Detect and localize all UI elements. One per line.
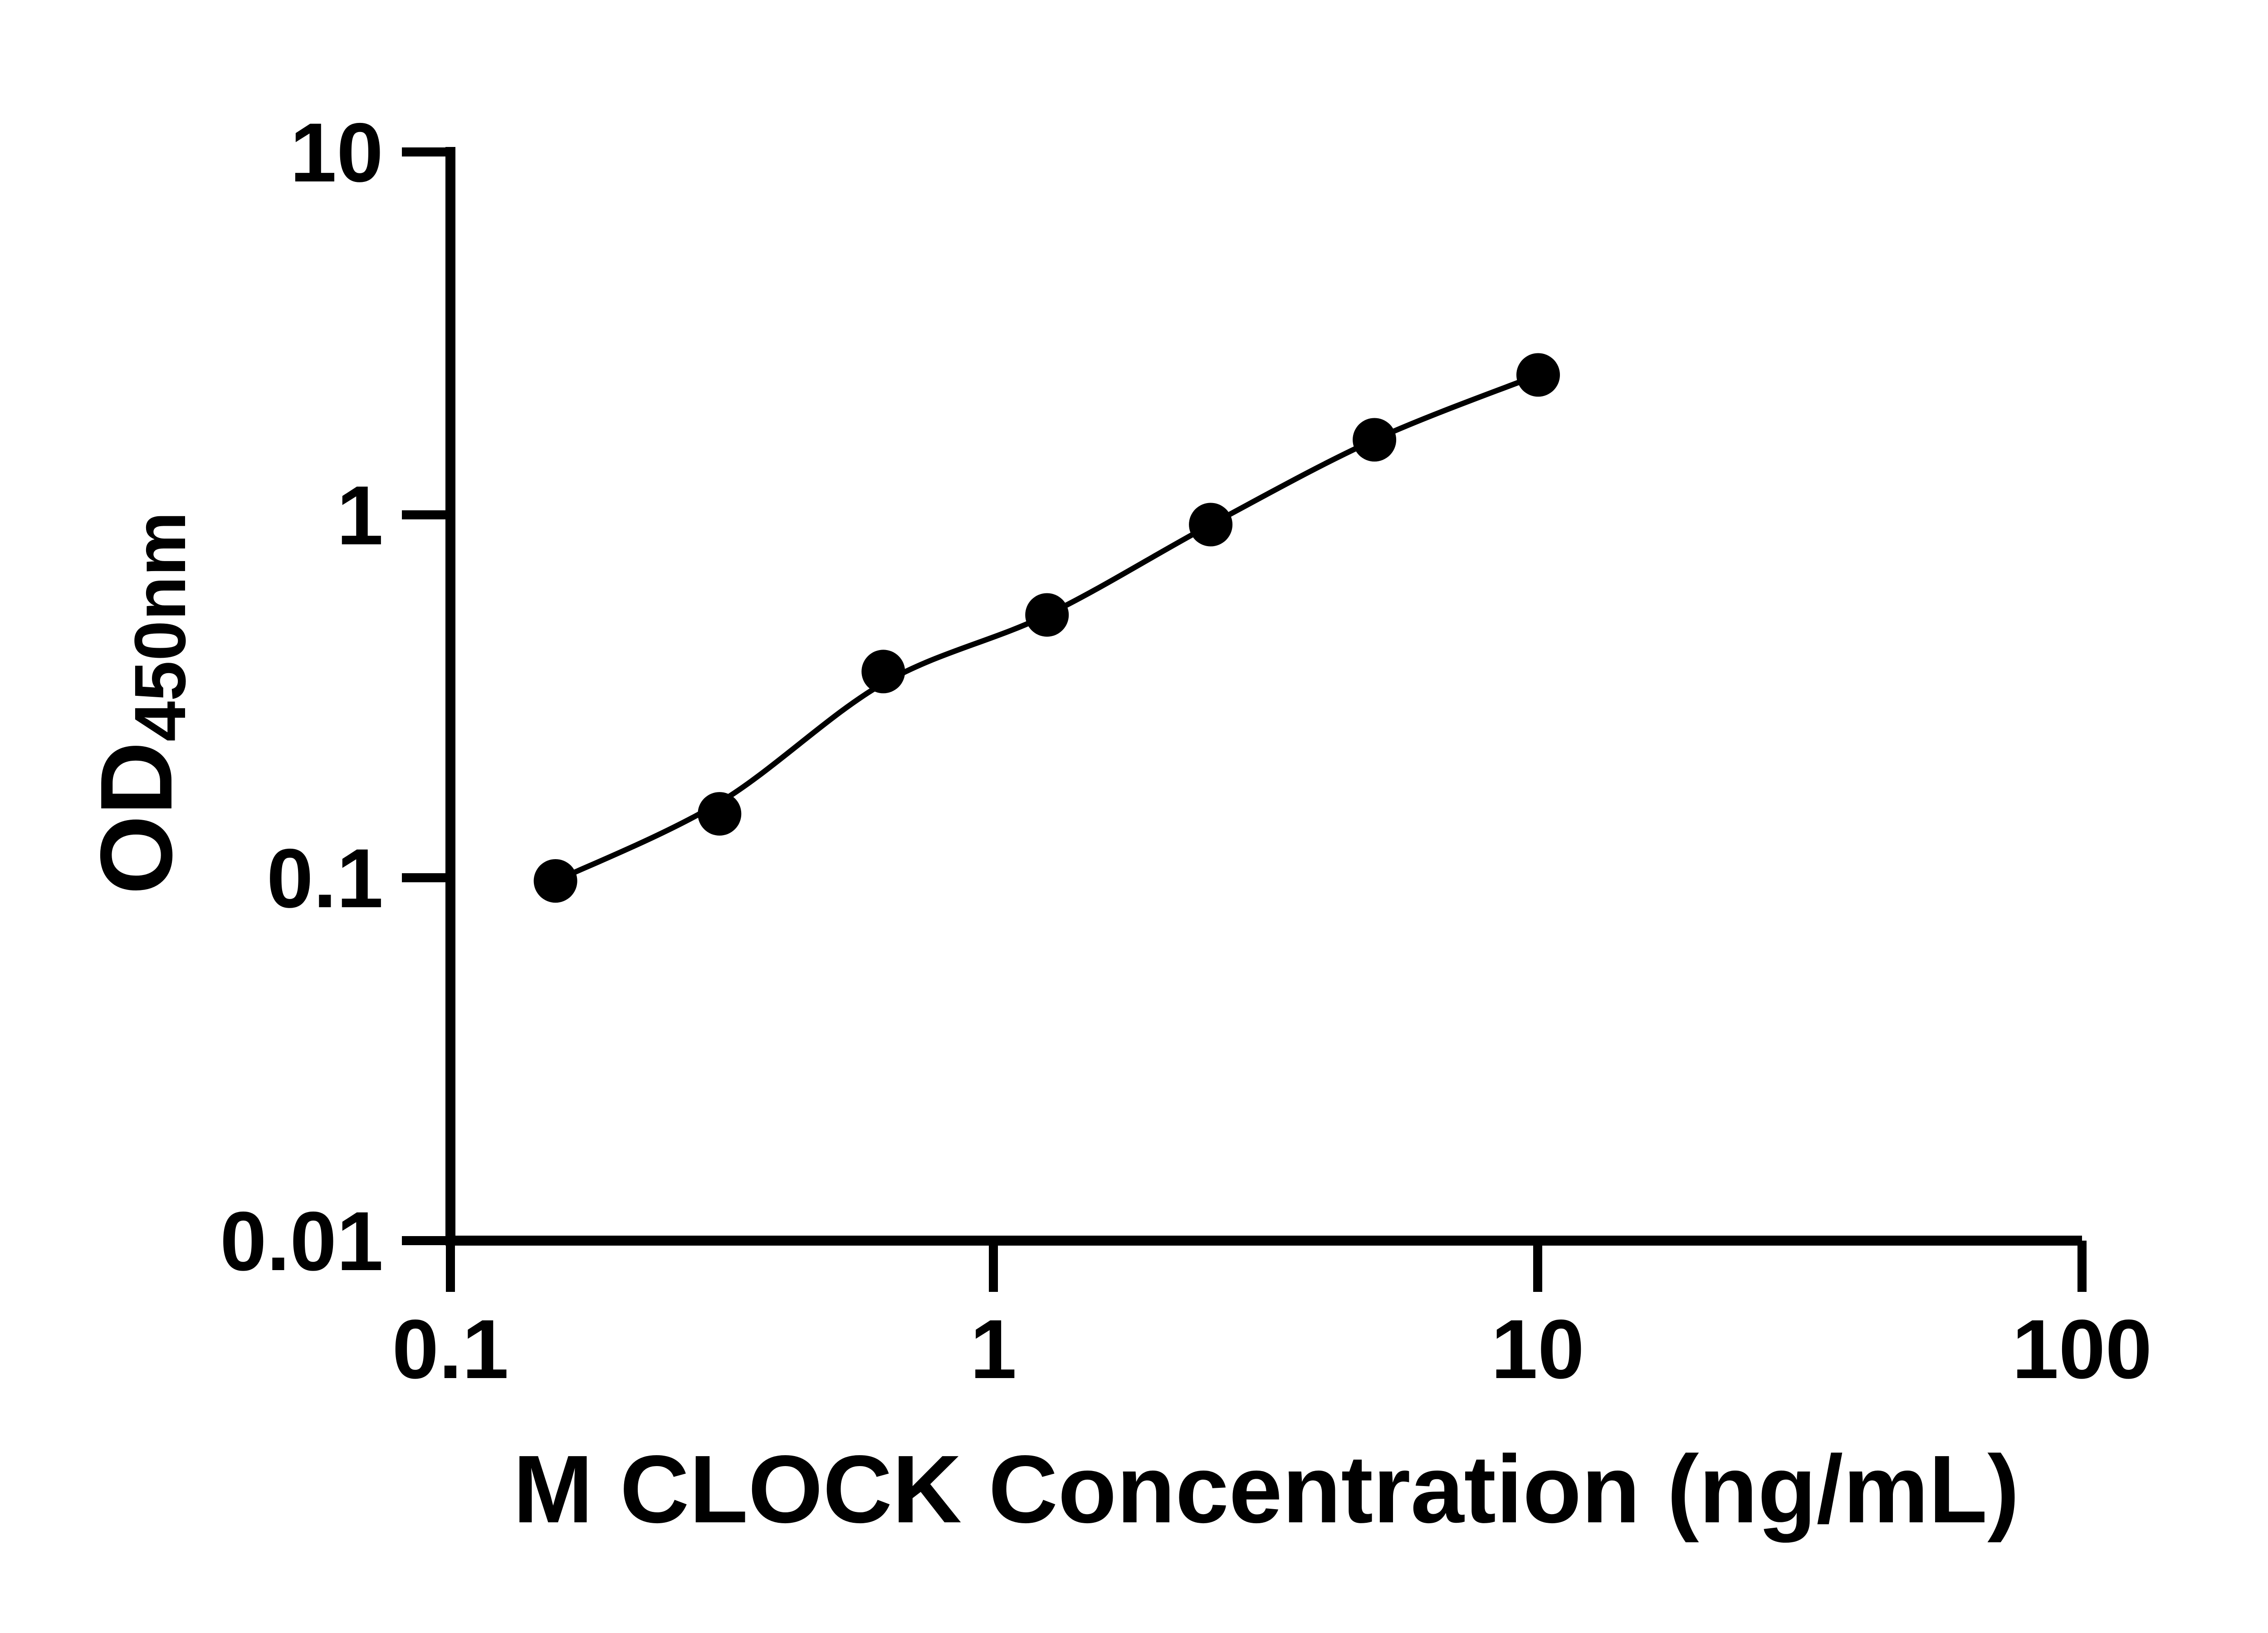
x-tick-label-100: 100	[2012, 1303, 2152, 1396]
y-axis-title-base: OD	[79, 741, 193, 895]
data-points	[533, 353, 1560, 903]
data-point	[1516, 353, 1560, 397]
data-point	[1189, 503, 1233, 547]
data-point	[1353, 418, 1397, 462]
y-tick-label-10: 10	[290, 106, 383, 200]
y-axis-title: OD450nm	[73, 386, 200, 1021]
x-tick-label-0.1: 0.1	[392, 1303, 509, 1396]
x-axis-ticks	[446, 1241, 2087, 1292]
y-tick-label-1: 1	[337, 469, 383, 562]
data-point	[1025, 593, 1069, 637]
data-point	[698, 792, 742, 836]
x-axis-title: M CLOCK Concentration (ng/mL)	[513, 1435, 2019, 1543]
x-tick-label-1: 1	[970, 1303, 1017, 1396]
y-axis-ticks	[402, 147, 450, 1245]
x-tick-label-10: 10	[1491, 1303, 1584, 1396]
data-point	[533, 859, 577, 903]
y-axis-title-subscript: 450nm	[119, 511, 200, 742]
data-point	[861, 650, 905, 694]
y-tick-label-0.01: 0.01	[220, 1195, 383, 1288]
y-tick-label-0.1: 0.1	[266, 832, 383, 925]
